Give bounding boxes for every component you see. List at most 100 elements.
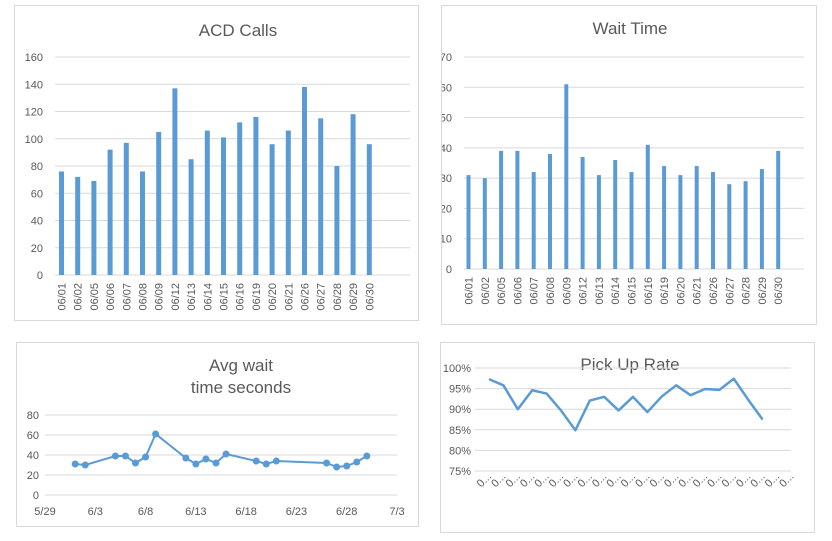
data-point [182,454,190,462]
acd-calls-svg: ACD Calls 0 20 40 60 80 100 120 140 160 06/01 06/02… [25,21,410,311]
x-tick-label: 06/19 [251,283,263,311]
x-tick-label: 06/16 [643,277,655,305]
data-point [111,452,119,460]
bar [237,122,243,276]
x-tick-label: 06/14 [202,283,214,311]
x-tick-label: 06/13 [594,277,606,305]
x-tick-label: 06/15 [627,277,639,305]
x-tick-label: 06/29 [757,277,769,305]
x-tick-label: 06/26 [708,277,720,305]
bar [596,175,601,269]
x-tick-label: 7/3 [389,506,404,518]
x-tick-label: 06/16 [235,283,247,311]
y-tick-label: 20 [31,243,43,255]
data-point [192,460,200,468]
bar [645,144,650,269]
x-tick-label: 06/28 [332,283,344,311]
chart-title: Pick Up Rate [580,355,679,374]
bar [743,181,748,269]
series-line [75,432,368,469]
chart-title: ACD Calls [199,21,277,40]
data-point [353,458,361,466]
wait-time-svg: Wait Time 0 10 20 30 40 50 60 70 06/01 06/02 06/05 0… [442,19,804,305]
data-point [121,452,129,460]
data-point [333,463,341,471]
y-tick-label: 80% [449,445,471,457]
y-tick-label: 70 [442,52,452,64]
bar [531,172,536,269]
x-tick-label: 6/8 [138,506,153,518]
bar [172,88,178,276]
y-tick-label: 140 [25,79,43,91]
bar [662,166,667,269]
avg-wait-chart: Avg wait time seconds 0 20 40 60 80 5/29 6/3 6/8 6… [16,342,419,527]
x-tick-label: 6/28 [336,506,357,518]
y-tick-label: 80 [31,161,43,173]
data-point [252,457,260,465]
x-tick-label: 06/07 [121,283,133,311]
bar [499,150,504,269]
data-point [132,459,140,467]
data-point [152,430,160,438]
bar [776,150,781,269]
chart-title-line: Avg wait [209,356,273,375]
pick-up-rate-svg: Pick Up Rate75%80%85%90%95%100%0...0...0… [443,355,797,490]
x-tick-label: 6/18 [235,506,256,518]
bar [564,84,569,269]
bar [188,159,194,275]
chart-title-line: time seconds [191,378,291,397]
x-tick-label: 6/13 [185,506,206,518]
bar [253,116,259,275]
y-tick-label: 80 [27,410,39,422]
x-tick-label: 06/07 [529,277,541,305]
x-tick-label: 06/28 [741,277,753,305]
bar [350,114,356,275]
bar [727,184,732,269]
bar [580,156,585,269]
bar [711,172,715,269]
x-tick-label: 06/06 [512,277,524,305]
x-tick-label: 06/20 [267,283,279,311]
x-tick-label: 06/02 [73,283,85,311]
bar [285,130,291,275]
bar [334,166,340,275]
y-tick-label: 90% [449,404,471,416]
x-tick-label: 06/29 [348,283,360,311]
data-point [212,459,220,467]
x-tick-label: 06/30 [773,277,785,305]
y-tick-label: 30 [442,173,452,185]
data-point [202,455,210,463]
bar [204,130,210,275]
bar [694,166,699,269]
y-tick-label: 40 [27,450,39,462]
bar [548,153,552,269]
data-point [343,462,351,470]
y-tick-label: 50 [442,113,452,125]
acd-calls-chart: ACD Calls 0 20 40 60 80 100 120 140 160 06/01 06/02… [14,5,419,321]
data-point [363,452,371,460]
x-tick-label: 06/06 [105,283,117,311]
x-tick-label: 06/21 [283,283,295,311]
x-tick-label: 06/14 [610,277,622,305]
bar [515,150,520,269]
bar [482,178,487,269]
bar [678,175,683,269]
data-point [262,460,270,468]
bar [302,86,307,275]
data-point [71,460,79,468]
bar [140,171,145,275]
x-tick-label: 06/09 [154,283,166,311]
bar [318,118,324,275]
x-tick-label: 06/15 [219,283,231,311]
x-tick-label: 06/08 [138,283,150,311]
y-tick-label: 0 [37,270,43,282]
y-tick-label: 40 [31,216,43,228]
wait-time-chart: Wait Time 0 10 20 30 40 50 60 70 06/01 06/02 06/05 0… [441,5,817,325]
x-tick-label: 06/01 [464,277,476,305]
x-tick-label: 0... [777,471,796,490]
bar [759,169,764,269]
y-tick-label: 20 [27,470,39,482]
y-tick-label: 75% [449,466,471,478]
y-tick-label: 60 [27,430,39,442]
x-tick-label: 06/12 [170,283,182,311]
